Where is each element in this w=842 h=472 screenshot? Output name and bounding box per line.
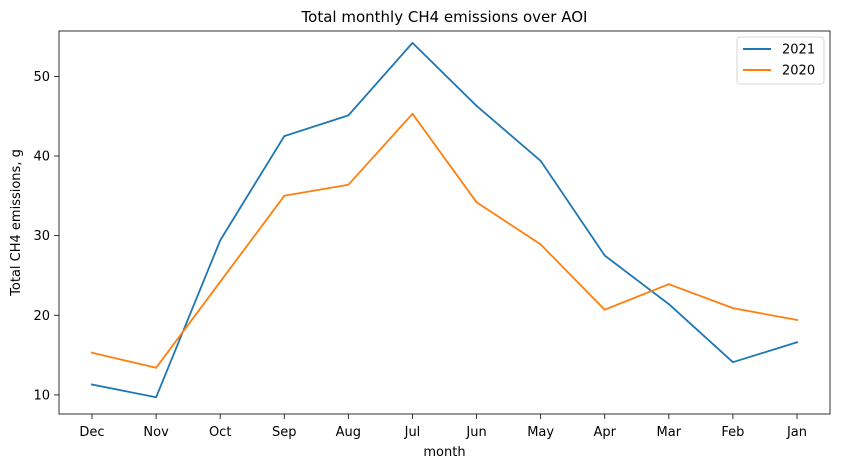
x-tick-label: Dec — [79, 425, 104, 440]
legend: 2021 2020 — [736, 36, 825, 85]
x-tick-label: Apr — [593, 425, 616, 440]
data-point-2020 — [347, 183, 350, 186]
chart-title: Total monthly CH4 emissions over AOI — [301, 8, 588, 26]
x-tick-label: Jun — [465, 425, 486, 440]
data-point-2020 — [219, 280, 222, 283]
x-tick-label: Feb — [721, 425, 744, 440]
data-point-2020 — [91, 351, 93, 354]
x-tick-label: May — [527, 425, 554, 440]
plot-frame — [58, 30, 831, 415]
data-point-2021 — [667, 303, 670, 306]
series-layer — [90, 42, 799, 399]
y-axis: 10 20 30 40 50 — [33, 70, 59, 403]
x-tick-label: Oct — [209, 425, 231, 440]
legend-label-2021: 2021 — [782, 43, 815, 58]
data-point-2020 — [732, 307, 734, 309]
data-point-2020 — [155, 366, 157, 369]
data-point-2021 — [155, 396, 157, 399]
data-point-2021 — [219, 239, 222, 242]
data-point-2021 — [603, 254, 606, 257]
data-point-2021 — [796, 341, 798, 344]
legend-label-2020: 2020 — [782, 64, 815, 79]
data-point-2021 — [732, 361, 734, 364]
x-tick-label: Sep — [272, 425, 297, 440]
data-point-2020 — [603, 308, 606, 311]
data-point-2020 — [796, 319, 798, 321]
x-tick-label: Mar — [657, 425, 682, 440]
y-tick-label: 20 — [33, 309, 50, 324]
x-tick-label: Nov — [143, 425, 169, 440]
x-tick-label: Jan — [786, 425, 807, 440]
data-point-2020 — [283, 194, 286, 197]
data-point-2020 — [411, 112, 414, 115]
data-point-2020 — [475, 201, 478, 204]
data-point-2020 — [667, 283, 670, 286]
data-point-2021 — [91, 383, 93, 386]
data-point-2021 — [283, 135, 286, 138]
y-tick-label: 30 — [33, 229, 50, 244]
data-point-2021 — [411, 42, 414, 44]
data-point-2021 — [347, 114, 350, 117]
x-tick-label: Aug — [336, 425, 361, 440]
data-point-2021 — [475, 104, 478, 107]
y-tick-label: 10 — [33, 388, 50, 403]
data-point-2020 — [539, 243, 542, 246]
y-tick-label: 50 — [33, 70, 50, 85]
x-axis: Dec Nov Oct Sep Aug Jul Jun May Apr Mar Feb Jan — [79, 414, 807, 440]
x-axis-label: month — [423, 445, 465, 460]
y-tick-label: 40 — [33, 150, 50, 165]
series-line-2020 — [90, 112, 799, 369]
data-point-2021 — [539, 159, 542, 162]
x-tick-label: Jul — [404, 425, 421, 440]
series-line-2021 — [90, 42, 799, 399]
y-axis-label: Total CH4 emissions, g — [9, 149, 24, 297]
